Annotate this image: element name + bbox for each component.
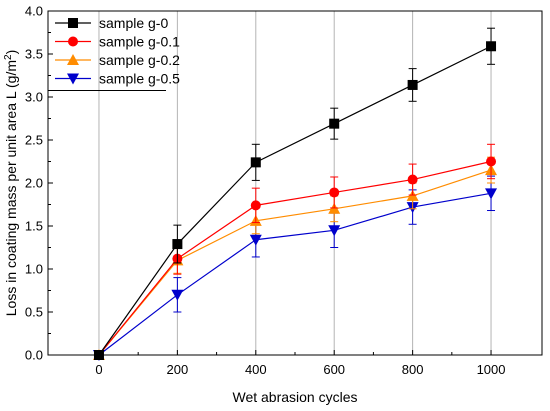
series-line — [98, 169, 492, 356]
legend: sample g-0 sample g-0.1 sample g-0.2 sample… — [48, 15, 180, 91]
x-axis-title: Wet abrasion cycles — [232, 389, 357, 405]
x-tick-label: 800 — [402, 362, 424, 377]
y-tick-label: 2.5 — [25, 133, 43, 148]
data-point — [485, 188, 498, 200]
legend-item: sample g-0.2 — [55, 52, 180, 68]
legend-item: sample g-0.1 — [55, 34, 180, 50]
data-point — [249, 234, 262, 246]
y-tick-label: 3.5 — [25, 47, 43, 62]
x-tick-label: 200 — [167, 362, 189, 377]
series-line — [98, 160, 492, 356]
data-point — [171, 289, 184, 301]
legend-marker — [67, 54, 79, 65]
x-tick-label: 1000 — [477, 362, 506, 377]
legend-marker — [68, 18, 78, 28]
x-tick-label: 600 — [323, 362, 345, 377]
data-point — [407, 174, 418, 185]
y-tick-label: 2.0 — [25, 176, 43, 191]
y-axis-title-main: Loss in coating mass per unit area L (g/… — [3, 60, 19, 316]
data-point — [250, 200, 261, 211]
data-point — [486, 41, 497, 52]
series-sample-g-0.2 — [92, 156, 498, 360]
series-sample-g-0.1 — [93, 143, 497, 360]
legend-marker — [67, 73, 79, 85]
y-axis-title-close: ) — [3, 50, 19, 55]
y-axis-title: Loss in coating mass per unit area L (g/… — [3, 50, 19, 317]
legend-label: sample g-0.5 — [99, 71, 180, 87]
data-point — [250, 157, 261, 168]
series-layer — [92, 27, 498, 361]
legend-label: sample g-0.2 — [99, 52, 180, 68]
series-sample-g-0.5 — [92, 175, 498, 361]
legend-label: sample g-0.1 — [99, 34, 180, 50]
data-point — [486, 156, 497, 167]
x-tick-label: 400 — [245, 362, 267, 377]
y-axis-title-superscript: 2 — [3, 54, 14, 60]
data-point — [329, 118, 340, 129]
y-tick-label: 4.0 — [25, 4, 43, 19]
axis-ticks: 0 200 400 600 800 1000 0.0 0.5 1.0 1.5 2.0 2.5 3.0 3.… — [25, 4, 506, 378]
y-tick-label: 3.0 — [25, 90, 43, 105]
series-line — [98, 192, 492, 356]
y-tick-label: 0.5 — [25, 305, 43, 320]
series-line — [98, 45, 492, 356]
y-tick-label: 1.5 — [25, 219, 43, 234]
y-tick-label: 1.0 — [25, 262, 43, 277]
legend-marker — [68, 36, 78, 47]
data-point — [329, 187, 340, 198]
data-point — [407, 79, 418, 90]
legend-item: sample g-0.5 — [55, 71, 180, 87]
legend-item: sample g-0 — [55, 15, 168, 31]
legend-label: sample g-0 — [99, 15, 168, 31]
x-tick-label: 0 — [95, 362, 102, 377]
y-tick-label: 0.0 — [25, 348, 43, 363]
data-point — [328, 225, 341, 237]
data-point — [172, 239, 183, 250]
